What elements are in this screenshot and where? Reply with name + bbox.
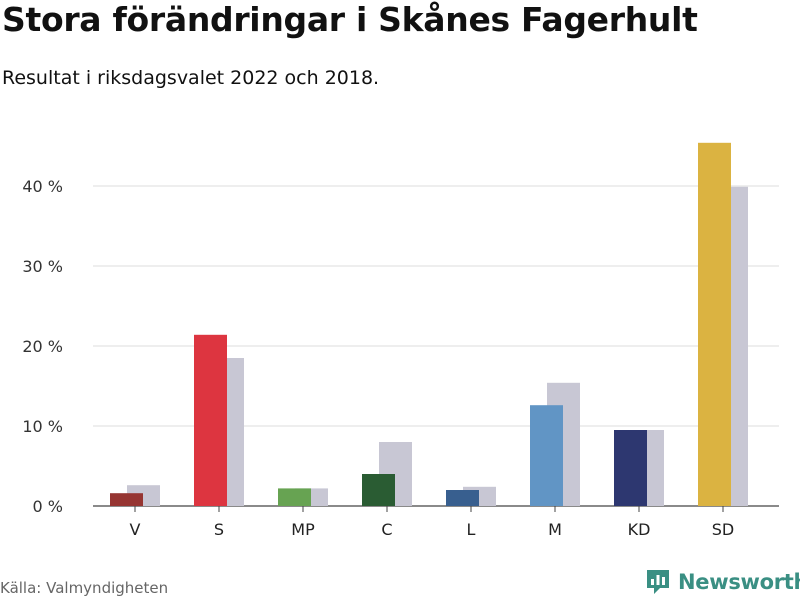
bar-2022-c: [362, 474, 395, 506]
x-axis-ticks: V S MP C L M KD SD: [130, 506, 734, 539]
bar-2022-mp: [278, 488, 311, 506]
y-axis-ticks: 0 % 10 % 20 % 30 % 40 %: [22, 177, 63, 516]
brand-name: Newsworthy: [678, 570, 800, 594]
source-note: Källa: Valmyndigheten: [0, 579, 169, 597]
y-tick-label: 0 %: [33, 497, 63, 516]
y-tick-label: 30 %: [22, 257, 63, 276]
bar-chart-icon: [647, 570, 669, 594]
x-tick-label: MP: [291, 520, 315, 539]
y-tick-label: 40 %: [22, 177, 63, 196]
bar-2022-v: [110, 493, 143, 506]
bar-chart: 0 % 10 % 20 % 30 % 40 % V S MP C L M KD SD: [22, 142, 779, 539]
x-tick-label: KD: [628, 520, 651, 539]
chart-title: Stora förändringar i Skånes Fagerhult: [2, 0, 698, 39]
x-tick-label: S: [214, 520, 224, 539]
bar-2022-s: [194, 334, 227, 506]
x-tick-label: C: [381, 520, 392, 539]
bar-2022-sd: [698, 142, 731, 507]
x-tick-label: M: [548, 520, 562, 539]
chart-subtitle: Resultat i riksdagsvalet 2022 och 2018.: [2, 67, 380, 89]
brand-logo: Newsworthy: [645, 568, 800, 596]
x-tick-label: SD: [712, 520, 734, 539]
bar-2022-m: [530, 405, 563, 506]
x-tick-label: V: [130, 520, 141, 539]
y-tick-label: 20 %: [22, 337, 63, 356]
bar-2022-l: [446, 490, 479, 506]
bars: [110, 142, 748, 507]
y-tick-label: 10 %: [22, 417, 63, 436]
x-tick-label: L: [467, 520, 476, 539]
bar-2022-kd: [614, 430, 647, 506]
